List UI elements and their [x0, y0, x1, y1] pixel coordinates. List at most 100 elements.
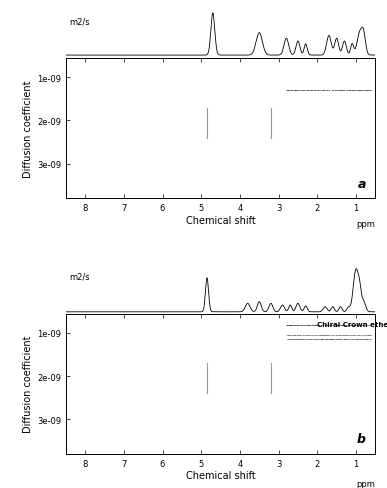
Point	[284, 87, 290, 95]
Point	[343, 336, 349, 344]
Point	[308, 336, 314, 344]
Point	[368, 336, 374, 344]
Point	[341, 336, 347, 344]
Point	[353, 87, 359, 95]
Point	[334, 336, 340, 344]
Point	[327, 336, 333, 344]
Point	[291, 87, 298, 95]
Point	[308, 87, 314, 95]
Point	[295, 322, 301, 329]
Point	[361, 87, 368, 95]
Point	[304, 331, 310, 339]
Point	[345, 331, 351, 339]
Point	[297, 331, 303, 339]
Point	[313, 322, 319, 329]
Point	[325, 87, 332, 95]
Point	[300, 336, 307, 344]
Point	[350, 336, 356, 344]
Point	[355, 331, 361, 339]
Point	[294, 322, 300, 329]
Point	[286, 322, 292, 329]
Point	[351, 331, 358, 339]
Point	[327, 322, 333, 329]
Point	[335, 87, 341, 95]
Point	[334, 87, 340, 95]
Point	[347, 87, 353, 95]
Point	[338, 87, 344, 95]
Point	[287, 331, 293, 339]
Point	[326, 87, 332, 95]
Point	[328, 322, 334, 329]
Point	[337, 322, 343, 329]
Point	[337, 331, 344, 339]
Point	[311, 336, 317, 344]
Point	[324, 322, 330, 329]
Point	[284, 336, 290, 344]
Point	[334, 322, 340, 329]
Point	[364, 336, 370, 344]
Point	[288, 322, 294, 329]
Point	[367, 331, 373, 339]
Point	[317, 322, 323, 329]
Point	[361, 87, 368, 95]
Point	[301, 331, 307, 339]
Point	[285, 322, 291, 329]
Point	[325, 331, 331, 339]
Point	[346, 87, 352, 95]
Point	[315, 322, 321, 329]
Point	[305, 336, 311, 344]
Point	[339, 331, 345, 339]
Point	[348, 322, 354, 329]
Point	[319, 336, 325, 344]
Point	[293, 336, 300, 344]
Point	[327, 322, 333, 329]
Point	[308, 87, 314, 95]
Point	[332, 331, 339, 339]
Point	[338, 336, 344, 344]
Point	[301, 322, 307, 329]
Point	[342, 331, 348, 339]
Point	[296, 331, 303, 339]
Point	[344, 331, 350, 339]
Point	[284, 322, 290, 329]
Point	[341, 331, 347, 339]
Point	[355, 331, 361, 339]
Point	[291, 87, 297, 95]
Text: ppm: ppm	[356, 220, 375, 229]
Point	[314, 87, 320, 95]
Point	[349, 322, 356, 329]
Point	[329, 331, 336, 339]
Point	[319, 331, 325, 339]
Point	[350, 331, 356, 339]
Point	[363, 87, 369, 95]
Point	[360, 322, 366, 329]
Point	[351, 87, 358, 95]
Point	[334, 336, 340, 344]
Point	[339, 322, 346, 329]
Point	[350, 331, 356, 339]
Point	[307, 322, 313, 329]
Point	[356, 331, 363, 339]
Point	[300, 331, 307, 339]
Point	[360, 336, 366, 344]
Point	[360, 331, 366, 339]
Point	[319, 87, 325, 95]
Point	[317, 322, 323, 329]
Point	[295, 336, 301, 344]
Point	[315, 331, 321, 339]
Point	[363, 331, 369, 339]
Point	[296, 87, 302, 95]
Point	[368, 331, 374, 339]
Point	[321, 331, 327, 339]
Point	[338, 322, 344, 329]
Point	[320, 331, 327, 339]
Point	[318, 336, 324, 344]
Point	[309, 336, 315, 344]
Point	[301, 336, 307, 344]
Point	[298, 336, 304, 344]
Point	[330, 336, 336, 344]
Point	[318, 331, 324, 339]
Point	[317, 331, 324, 339]
Point	[348, 331, 354, 339]
Point	[324, 322, 330, 329]
